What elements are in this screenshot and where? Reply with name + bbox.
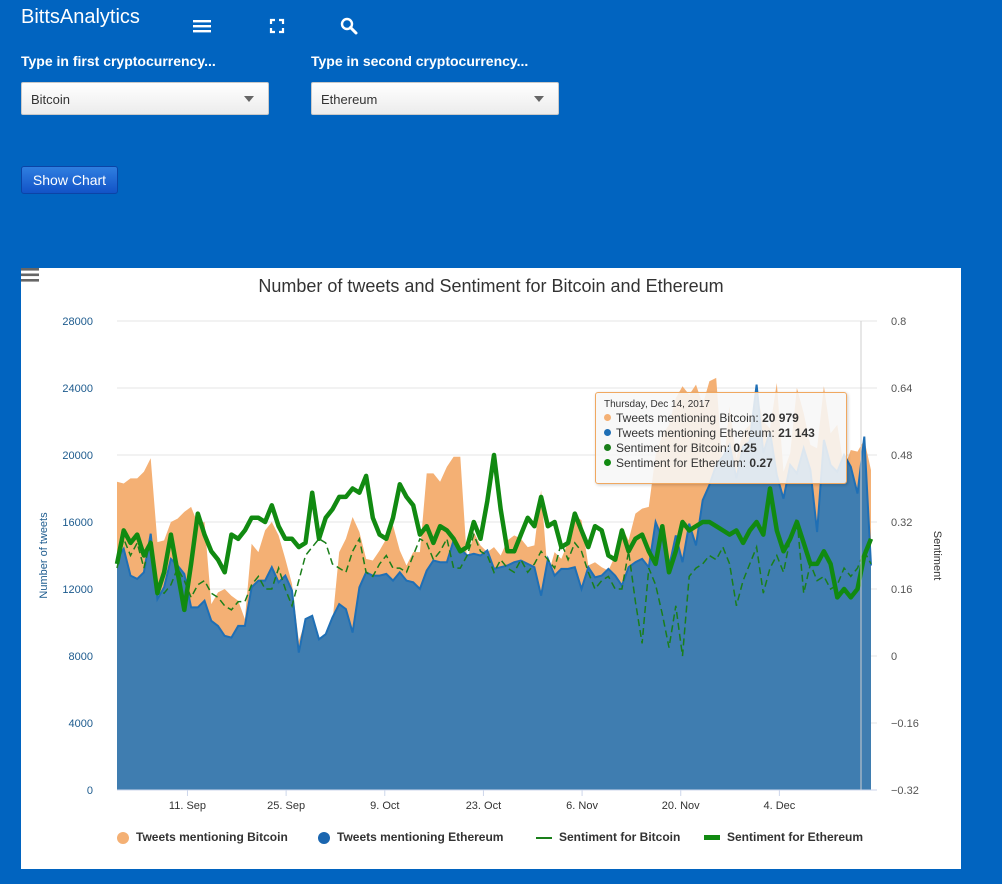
tooltip-dot <box>604 459 611 466</box>
legend-line-icon <box>536 836 552 839</box>
chart-tooltip: Thursday, Dec 14, 2017 Tweets mentioning… <box>595 392 847 484</box>
tooltip-value: 21 143 <box>778 426 815 440</box>
area-ethereum-tweets <box>117 384 871 790</box>
tooltip-row: Tweets mentioning Bitcoin: 20 979 <box>604 411 838 426</box>
y-tick-label: 24000 <box>62 383 93 395</box>
y-tick-label: 0 <box>87 785 93 797</box>
tooltip-row: Tweets mentioning Ethereum: 21 143 <box>604 426 838 441</box>
line-sentiment-bitcoin <box>116 517 872 657</box>
y2-tick-label: 0 <box>891 651 897 663</box>
chart-menu-icon[interactable] <box>21 268 39 282</box>
y2-tick-label: −0.32 <box>891 785 919 797</box>
y-tick-label: 16000 <box>62 517 93 529</box>
second-crypto-label: Type in second cryptocurrency... <box>311 53 529 69</box>
app-title: BittsAnalytics <box>21 6 140 28</box>
tooltip-row: Sentiment for Bitcoin: 0.25 <box>604 441 838 456</box>
legend-label: Sentiment for Bitcoin <box>559 830 681 844</box>
chart-svg: 0 4000 8000 12000 16000 20000 24000 28000 −0.32 −… <box>38 316 943 812</box>
y-tick-label: 12000 <box>62 584 93 596</box>
x-tick-label: 11. Sep <box>169 800 206 812</box>
menu-icon[interactable] <box>190 14 214 38</box>
legend-item-bitcoin-tweets[interactable]: Tweets mentioning Bitcoin <box>117 830 288 844</box>
x-tick-label: 6. Nov <box>566 800 598 812</box>
y2-tick-label: −0.16 <box>891 718 919 730</box>
tooltip-label: Tweets mentioning Bitcoin: <box>616 411 759 425</box>
chart-container: 0 4000 8000 12000 16000 20000 24000 28000 −0.32 −… <box>21 268 961 869</box>
chart-title: Number of tweets and Sentiment for Bitco… <box>258 276 724 296</box>
y2-tick-label: 0.16 <box>891 584 912 596</box>
legend-label: Tweets mentioning Bitcoin <box>136 830 288 844</box>
tooltip-label: Tweets mentioning Ethereum: <box>616 426 775 440</box>
tooltip-value: 20 979 <box>762 411 799 425</box>
legend-label: Tweets mentioning Ethereum <box>337 830 504 844</box>
search-icon[interactable] <box>337 14 361 38</box>
chevron-down-icon <box>534 96 544 102</box>
tooltip-dot <box>604 429 611 436</box>
tooltip-row: Sentiment for Ethereum: 0.27 <box>604 456 838 471</box>
tooltip-label: Sentiment for Ethereum: <box>616 456 747 470</box>
y2-tick-label: 0.8 <box>891 316 906 328</box>
y-tick-label: 8000 <box>69 651 93 663</box>
chart-legend: Tweets mentioning Bitcoin Tweets mention… <box>21 830 961 850</box>
y-tick-label: 28000 <box>62 316 93 328</box>
y2-axis-title: Sentiment <box>931 531 943 581</box>
x-tick-label: 4. Dec <box>763 800 795 812</box>
y-axis-title: Number of tweets <box>38 512 50 599</box>
show-chart-button[interactable]: Show Chart <box>21 166 118 194</box>
x-tick-label: 20. Nov <box>662 800 700 812</box>
legend-item-bitcoin-sentiment[interactable]: Sentiment for Bitcoin <box>536 830 680 844</box>
tooltip-dot <box>604 414 611 421</box>
y-tick-label: 20000 <box>62 450 93 462</box>
y2-tick-label: 0.48 <box>891 450 912 462</box>
chevron-down-icon <box>244 96 254 102</box>
legend-label: Sentiment for Ethereum <box>727 830 864 844</box>
legend-circle-icon <box>117 831 129 844</box>
first-crypto-value: Bitcoin <box>31 92 71 107</box>
x-tick-label: 23. Oct <box>466 800 501 812</box>
x-tick-label: 9. Oct <box>370 800 399 812</box>
tooltip-dot <box>604 444 611 451</box>
first-crypto-label: Type in first cryptocurrency... <box>21 53 216 69</box>
tooltip-label: Sentiment for Bitcoin: <box>616 441 731 455</box>
legend-item-ethereum-sentiment[interactable]: Sentiment for Ethereum <box>704 830 863 844</box>
y2-tick-label: 0.32 <box>891 517 912 529</box>
first-crypto-select[interactable]: Bitcoin <box>21 82 269 115</box>
y-tick-label: 4000 <box>69 718 93 730</box>
tooltip-date: Thursday, Dec 14, 2017 <box>604 399 710 410</box>
legend-circle-icon <box>318 831 330 844</box>
second-crypto-value: Ethereum <box>321 92 378 107</box>
second-crypto-select[interactable]: Ethereum <box>311 82 559 115</box>
tooltip-value: 0.25 <box>733 441 757 455</box>
legend-item-ethereum-tweets[interactable]: Tweets mentioning Ethereum <box>318 830 503 844</box>
x-tick-label: 25. Sep <box>267 800 305 812</box>
legend-line-icon <box>704 835 720 841</box>
y2-tick-label: 0.64 <box>891 383 912 395</box>
fullscreen-icon[interactable] <box>265 14 289 38</box>
tooltip-value: 0.27 <box>749 456 773 470</box>
line-sentiment-ethereum <box>114 452 874 613</box>
